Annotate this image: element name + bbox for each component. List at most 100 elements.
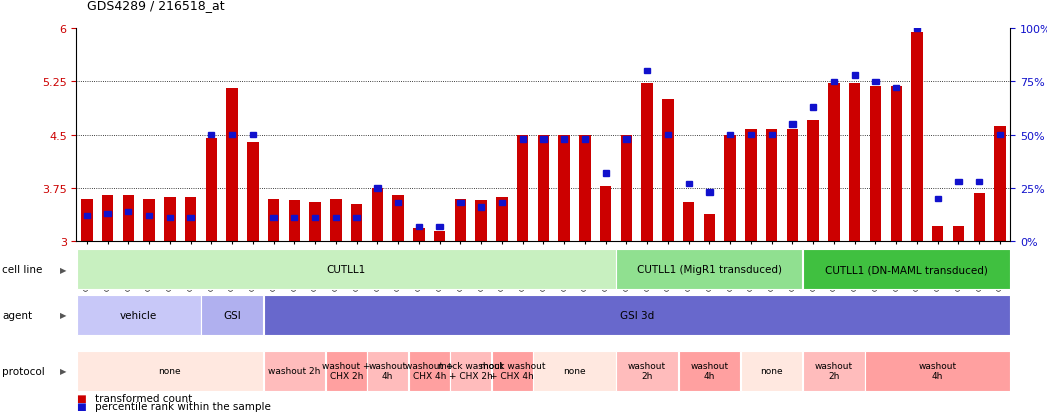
Text: washout
2h: washout 2h <box>628 361 666 380</box>
Bar <box>768 133 775 138</box>
Bar <box>579 135 591 242</box>
Bar <box>558 135 570 242</box>
Bar <box>354 216 360 221</box>
Bar <box>143 199 155 242</box>
Bar <box>891 87 901 242</box>
Bar <box>893 86 899 91</box>
Bar <box>683 203 694 242</box>
Bar <box>561 137 567 142</box>
Bar <box>704 215 715 242</box>
Bar <box>642 84 653 242</box>
Bar <box>185 198 196 242</box>
Bar <box>249 133 255 138</box>
Bar <box>498 201 505 206</box>
Bar <box>454 199 466 242</box>
Bar <box>478 205 485 210</box>
Text: washout 2h: washout 2h <box>268 366 320 375</box>
Bar <box>851 73 857 78</box>
Bar <box>678 351 740 391</box>
Bar <box>911 33 922 242</box>
Bar <box>955 179 961 185</box>
Bar <box>450 351 491 391</box>
Bar <box>976 179 982 185</box>
Bar <box>727 133 733 138</box>
Bar <box>247 142 259 242</box>
Text: vehicle: vehicle <box>120 310 157 320</box>
Bar <box>146 214 152 219</box>
Text: ■: ■ <box>76 393 86 403</box>
Bar <box>662 100 673 242</box>
Bar <box>105 211 111 216</box>
Text: none: none <box>760 366 783 375</box>
Text: none: none <box>563 366 586 375</box>
Text: washout
4h: washout 4h <box>918 361 957 380</box>
Bar <box>164 198 176 242</box>
Bar <box>330 199 341 242</box>
Text: ▶: ▶ <box>60 265 66 274</box>
Bar <box>374 186 380 191</box>
Bar <box>582 137 588 142</box>
Text: ▶: ▶ <box>60 311 66 319</box>
Bar <box>351 205 362 242</box>
Text: none: none <box>158 366 181 375</box>
Bar <box>617 249 802 290</box>
Bar <box>600 186 611 242</box>
Bar <box>519 137 526 142</box>
Bar <box>786 130 798 242</box>
Text: CUTLL1 (DN-MAML transduced): CUTLL1 (DN-MAML transduced) <box>825 264 988 275</box>
Text: GSI: GSI <box>223 310 241 320</box>
Bar <box>621 135 632 242</box>
Bar <box>870 87 882 242</box>
Bar <box>226 89 238 242</box>
Bar <box>409 351 449 391</box>
Bar <box>789 122 796 127</box>
Bar <box>393 195 404 242</box>
Bar <box>187 216 194 221</box>
Bar <box>372 188 383 242</box>
Bar <box>76 351 263 391</box>
Bar <box>268 199 280 242</box>
Bar <box>126 209 132 214</box>
Text: washout +
CHX 2h: washout + CHX 2h <box>322 361 371 380</box>
Bar <box>312 216 318 221</box>
Bar <box>602 171 608 176</box>
Text: CUTLL1: CUTLL1 <box>327 264 365 275</box>
Bar <box>310 203 320 242</box>
Text: cell line: cell line <box>2 264 43 275</box>
Bar <box>81 199 92 242</box>
Bar <box>333 216 339 221</box>
Bar <box>76 249 616 290</box>
Bar <box>849 84 861 242</box>
Bar <box>166 216 173 221</box>
Bar <box>76 295 201 335</box>
Bar <box>745 130 757 242</box>
Bar <box>291 216 297 221</box>
Bar <box>437 224 443 229</box>
Bar <box>395 201 401 206</box>
Bar <box>414 229 425 242</box>
Bar <box>997 133 1003 138</box>
Bar <box>264 295 1010 335</box>
Bar <box>935 197 941 202</box>
Bar <box>953 226 964 242</box>
Bar <box>492 351 533 391</box>
Bar <box>496 198 508 242</box>
Text: washout
4h: washout 4h <box>369 361 407 380</box>
Text: mock washout
+ CHX 2h: mock washout + CHX 2h <box>438 361 504 380</box>
Text: transformed count: transformed count <box>95 393 193 403</box>
Bar <box>995 127 1006 242</box>
Bar <box>807 121 819 242</box>
Text: ■: ■ <box>76 401 86 411</box>
Text: washout +
CHX 4h: washout + CHX 4h <box>405 361 453 380</box>
Bar <box>803 351 865 391</box>
Text: GSI 3d: GSI 3d <box>620 310 654 320</box>
Bar <box>872 79 878 85</box>
Bar <box>201 295 263 335</box>
Bar <box>707 190 713 195</box>
Text: washout
2h: washout 2h <box>815 361 853 380</box>
Text: CUTLL1 (MigR1 transduced): CUTLL1 (MigR1 transduced) <box>637 264 782 275</box>
Bar <box>644 69 650 74</box>
Bar <box>748 133 754 138</box>
Bar <box>725 135 736 242</box>
Bar <box>289 200 300 242</box>
